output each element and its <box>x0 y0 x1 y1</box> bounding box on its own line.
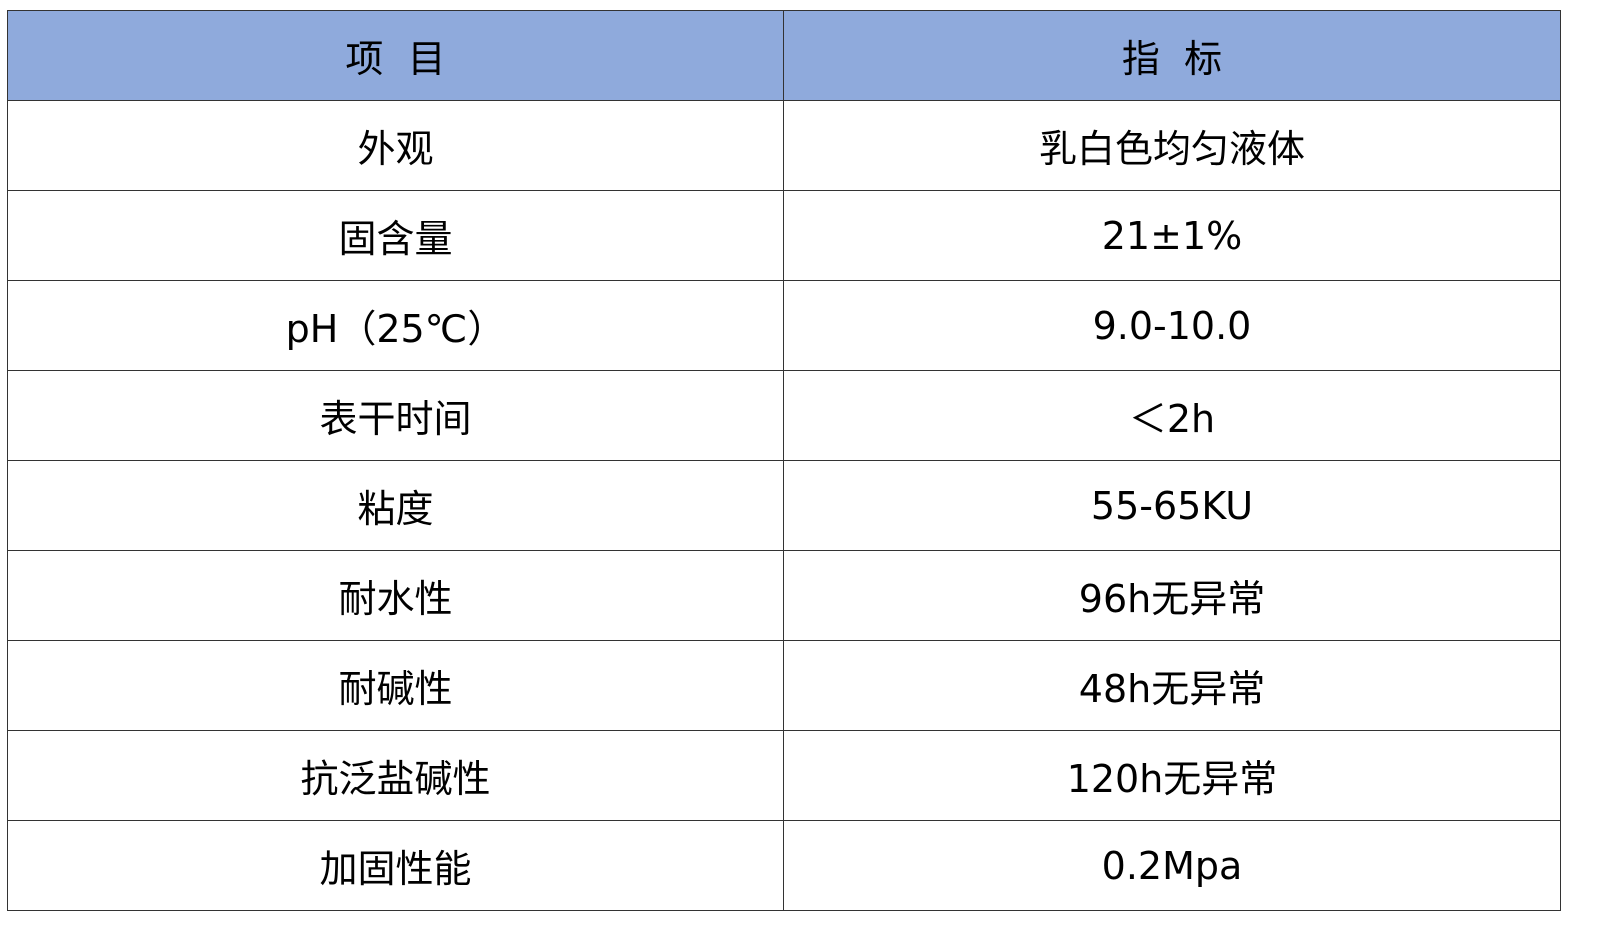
value-cell: 21±1% <box>783 190 1561 281</box>
table-row: 固含量 21±1% <box>7 190 1561 281</box>
spec-table: 项 目 指 标 外观 乳白色均匀液体 固含量 21±1% pH（25℃） 9.0-10… <box>7 10 1561 911</box>
table-row: 表干时间 ＜2h <box>7 370 1561 461</box>
value-cell: 55-65KU <box>783 460 1561 551</box>
item-cell: 外观 <box>7 100 784 191</box>
item-cell: 固含量 <box>7 190 784 281</box>
item-cell: 抗泛盐碱性 <box>7 730 784 821</box>
value-cell: 48h无异常 <box>783 640 1561 731</box>
value-cell: 9.0-10.0 <box>783 280 1561 371</box>
item-cell: 加固性能 <box>7 820 784 911</box>
value-cell: 120h无异常 <box>783 730 1561 821</box>
item-cell: 粘度 <box>7 460 784 551</box>
item-cell: 表干时间 <box>7 370 784 461</box>
header-spec: 指 标 <box>783 10 1561 101</box>
table-row: 粘度 55-65KU <box>7 460 1561 551</box>
item-cell: pH（25℃） <box>7 280 784 371</box>
header-item: 项 目 <box>7 10 784 101</box>
table-row: 抗泛盐碱性 120h无异常 <box>7 730 1561 821</box>
value-cell: 96h无异常 <box>783 550 1561 641</box>
table-row: pH（25℃） 9.0-10.0 <box>7 280 1561 371</box>
table-row: 耐碱性 48h无异常 <box>7 640 1561 731</box>
table-row: 外观 乳白色均匀液体 <box>7 100 1561 191</box>
header-row: 项 目 指 标 <box>7 10 1561 101</box>
table-row: 加固性能 0.2Mpa <box>7 820 1561 911</box>
table-row: 耐水性 96h无异常 <box>7 550 1561 641</box>
value-cell: 0.2Mpa <box>783 820 1561 911</box>
value-cell: 乳白色均匀液体 <box>783 100 1561 191</box>
item-cell: 耐水性 <box>7 550 784 641</box>
item-cell: 耐碱性 <box>7 640 784 731</box>
value-cell: ＜2h <box>783 370 1561 461</box>
